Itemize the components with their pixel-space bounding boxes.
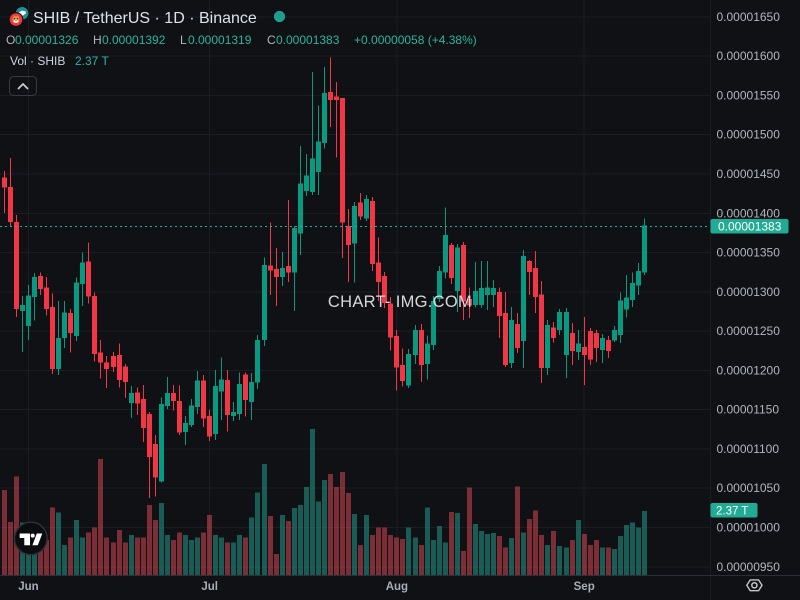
svg-text:0.00001350: 0.00001350 [717,246,781,260]
svg-text:0.00001000: 0.00001000 [717,521,781,535]
svg-text:CHART- IMG.COM: CHART- IMG.COM [328,293,472,311]
svg-text:0.00001300: 0.00001300 [717,285,781,299]
svg-text:0.00001550: 0.00001550 [717,88,781,102]
svg-text:0.00001383: 0.00001383 [276,33,340,47]
svg-text:Vol · SHIB: Vol · SHIB [10,54,65,68]
svg-text:2.37 T: 2.37 T [716,506,748,518]
svg-text:0.00001100: 0.00001100 [717,442,780,456]
svg-text:0.00001650: 0.00001650 [717,10,781,24]
svg-text:0.00001392: 0.00001392 [102,33,166,47]
svg-text:0.00000950: 0.00000950 [717,560,781,574]
svg-text:SHIB / TetherUS · 1D · Binance: SHIB / TetherUS · 1D · Binance [33,10,257,27]
svg-text:0.00001050: 0.00001050 [717,481,781,495]
svg-text:0.00001319: 0.00001319 [188,33,252,47]
svg-text:0.00001600: 0.00001600 [717,49,781,63]
svg-text:+0.00000058 (+4.38%): +0.00000058 (+4.38%) [354,33,477,47]
svg-text:0.00001150: 0.00001150 [717,403,780,417]
svg-text:0.00001400: 0.00001400 [717,206,781,220]
svg-text:Aug: Aug [386,581,408,593]
svg-text:0.00001326: 0.00001326 [15,33,79,47]
svg-text:C: C [267,33,276,47]
svg-text:0.00001200: 0.00001200 [717,363,781,377]
svg-text:H: H [93,33,102,47]
svg-text:0.00001250: 0.00001250 [717,324,781,338]
svg-text:2.37 T: 2.37 T [75,54,109,68]
svg-text:0.00001383: 0.00001383 [718,220,782,234]
svg-text:Jun: Jun [18,581,38,593]
svg-text:O: O [6,33,15,47]
svg-text:0.00001450: 0.00001450 [717,167,781,181]
svg-text:0.00001500: 0.00001500 [717,128,781,142]
svg-text:L: L [180,33,187,47]
svg-text:Jul: Jul [201,581,218,593]
svg-text:Sep: Sep [574,581,595,593]
